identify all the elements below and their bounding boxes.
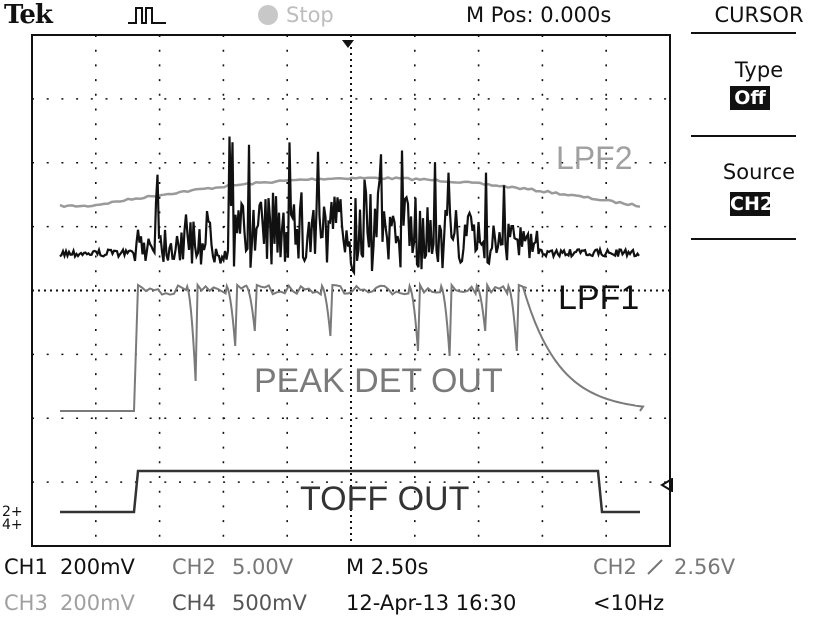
stop-icon bbox=[258, 5, 278, 25]
ch2-ground-marker: 2+ 4+ bbox=[2, 504, 23, 533]
trigger-position-marker bbox=[342, 40, 354, 48]
ch4-scale: 500mV bbox=[232, 591, 307, 615]
status-bar: Tek Stop M Pos: 0.000s bbox=[0, 0, 680, 30]
peak-det-label: PEAK DET OUT bbox=[254, 362, 503, 400]
menu-divider bbox=[691, 135, 796, 137]
lpf1-label: LPF1 bbox=[558, 279, 640, 317]
peak-det-trace bbox=[60, 281, 645, 412]
toff-label: TOFF OUT bbox=[300, 480, 470, 518]
ch2-scale: 5.00V bbox=[232, 555, 294, 579]
horizontal-position: M Pos: 0.000s bbox=[466, 3, 612, 27]
graticule bbox=[31, 34, 671, 547]
ch3-label: CH3 bbox=[4, 591, 48, 615]
lpf2-label: LPF2 bbox=[556, 140, 633, 176]
ch4-label: CH4 bbox=[172, 591, 216, 615]
menu-divider bbox=[691, 32, 796, 34]
lpf1-trace bbox=[59, 136, 640, 277]
run-stop-indicator: Stop bbox=[258, 3, 334, 27]
pulse-trigger-icon bbox=[128, 7, 166, 24]
ch3-scale: 200mV bbox=[60, 591, 135, 615]
date-time: 12-Apr-13 16:30 bbox=[346, 591, 517, 615]
trigger-frequency: <10Hz bbox=[593, 591, 665, 615]
type-button[interactable]: Off bbox=[730, 86, 770, 110]
waveform-display bbox=[31, 34, 671, 547]
ch1-label: CH1 bbox=[4, 555, 48, 579]
trigger-level: 2.56V bbox=[674, 555, 736, 579]
brand-logo: Tek bbox=[4, 0, 53, 30]
readout-panel: CH1 200mV CH2 5.00V M 2.50s CH2 2.56V CH… bbox=[0, 550, 830, 625]
trigger-level-arrow-icon bbox=[660, 478, 673, 492]
timebase-readout: M 2.50s bbox=[346, 555, 429, 579]
toff-trace bbox=[60, 469, 640, 514]
type-label: Type bbox=[734, 58, 784, 82]
rising-edge-icon bbox=[647, 559, 663, 575]
ch1-scale: 200mV bbox=[60, 555, 135, 579]
run-state-label: Stop bbox=[286, 3, 334, 27]
menu-title: CURSOR bbox=[714, 3, 804, 27]
cursor-menu: CURSOR Type Off Source CH2 bbox=[688, 0, 830, 550]
source-button[interactable]: CH2 bbox=[730, 192, 774, 216]
source-label: Source bbox=[722, 160, 796, 184]
ch2-label: CH2 bbox=[172, 555, 216, 579]
trigger-source: CH2 bbox=[593, 555, 637, 579]
menu-divider bbox=[691, 238, 796, 240]
